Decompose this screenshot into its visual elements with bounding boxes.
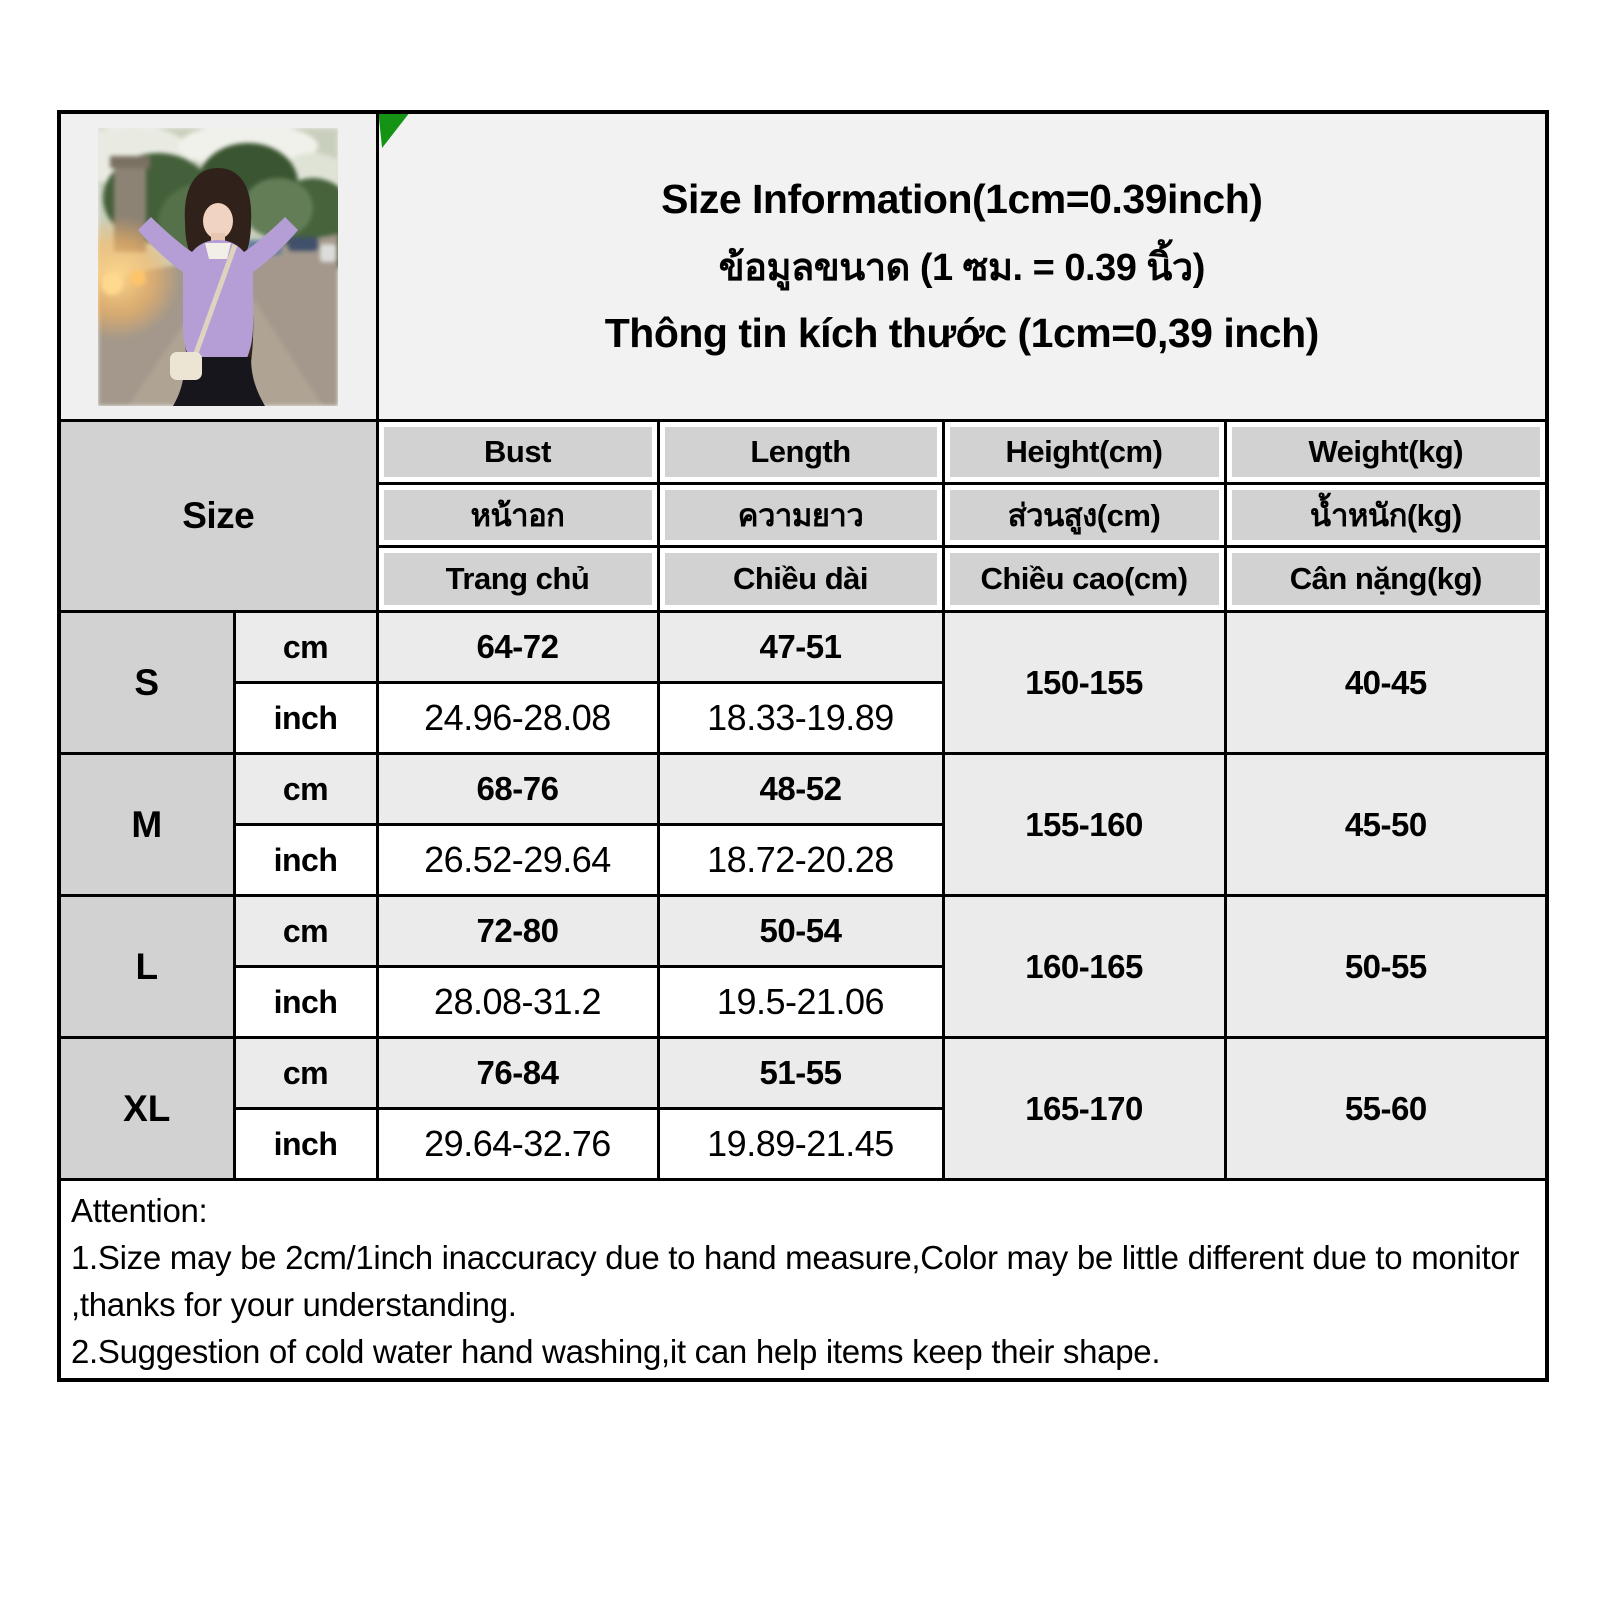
xl-bust-cm-cell: 76-84	[375, 1036, 660, 1110]
s-bust-cm-cell: 64-72	[375, 610, 660, 684]
l-length-cm-cell: 50-54	[656, 894, 945, 968]
length-header-en: Length	[656, 419, 945, 485]
title-cell: Size Information(1cm=0.39inch) ข้อมูลขนา…	[375, 110, 1549, 422]
xl-length-cm-cell: 51-55	[656, 1036, 945, 1110]
weight-header-vi: Cân nặng(kg)	[1223, 545, 1549, 613]
xl-bust-inch-cell: 29.64-32.76	[375, 1107, 660, 1181]
l-unit-inch-label: inch	[232, 965, 379, 1039]
m-weight-cell: 45-50	[1223, 752, 1549, 897]
size-l-label: L	[57, 894, 236, 1039]
title-english: Size Information(1cm=0.39inch)	[661, 176, 1263, 222]
l-height-cell: 160-165	[941, 894, 1227, 1039]
xl-height-cell: 165-170	[941, 1036, 1227, 1181]
product-photo	[98, 127, 339, 406]
title-block: Size Information(1cm=0.39inch) ข้อมูลขนา…	[380, 114, 1544, 418]
attention-item-2: 2.Suggestion of cold water hand washing,…	[71, 1333, 1161, 1370]
attention-heading: Attention:	[71, 1192, 208, 1229]
s-unit-inch-label: inch	[232, 681, 379, 755]
height-header-en: Height(cm)	[941, 419, 1227, 485]
weight-header-en: Weight(kg)	[1223, 419, 1549, 485]
m-length-cm-cell: 48-52	[656, 752, 945, 826]
size-column-header: Size	[57, 419, 379, 613]
height-header-th: ส่วนสูง(cm)	[941, 482, 1227, 548]
xl-unit-cm-label: cm	[232, 1036, 379, 1110]
s-height-cell: 150-155	[941, 610, 1227, 755]
m-height-cell: 155-160	[941, 752, 1227, 897]
l-bust-inch-cell: 28.08-31.2	[375, 965, 660, 1039]
size-m-label: M	[57, 752, 236, 897]
attention-section: Attention: 1.Size may be 2cm/1inch inacc…	[57, 1178, 1549, 1382]
s-weight-cell: 40-45	[1223, 610, 1549, 755]
m-length-inch-cell: 18.72-20.28	[656, 823, 945, 897]
size-chart-table: Size Information(1cm=0.39inch) ข้อมูลขนา…	[57, 110, 1550, 1382]
photo-cell	[57, 110, 379, 422]
s-bust-inch-cell: 24.96-28.08	[375, 681, 660, 755]
height-header-vi: Chiều cao(cm)	[941, 545, 1227, 613]
title-vietnamese: Thông tin kích thước (1cm=0,39 inch)	[604, 310, 1320, 356]
l-length-inch-cell: 19.5-21.06	[656, 965, 945, 1039]
l-weight-cell: 50-55	[1223, 894, 1549, 1039]
m-unit-cm-label: cm	[232, 752, 379, 826]
xl-length-inch-cell: 19.89-21.45	[656, 1107, 945, 1181]
s-unit-cm-label: cm	[232, 610, 379, 684]
m-bust-cm-cell: 68-76	[375, 752, 660, 826]
attention-item-1: 1.Size may be 2cm/1inch inaccuracy due t…	[71, 1239, 1520, 1323]
s-length-inch-cell: 18.33-19.89	[656, 681, 945, 755]
bust-header-vi: Trang chủ	[375, 545, 660, 613]
weight-header-th: น้ำหนัก(kg)	[1223, 482, 1549, 548]
model-figure	[138, 167, 299, 406]
size-xl-label: XL	[57, 1036, 236, 1181]
xl-unit-inch-label: inch	[232, 1107, 379, 1181]
xl-weight-cell: 55-60	[1223, 1036, 1549, 1181]
l-bust-cm-cell: 72-80	[375, 894, 660, 968]
s-length-cm-cell: 47-51	[656, 610, 945, 684]
bust-header-en: Bust	[375, 419, 660, 485]
title-thai: ข้อมูลขนาด (1 ซม. = 0.39 นิ้ว)	[718, 247, 1206, 289]
size-s-label: S	[57, 610, 236, 755]
length-header-th: ความยาว	[656, 482, 945, 548]
bust-header-th: หน้าอก	[375, 482, 660, 548]
l-unit-cm-label: cm	[232, 894, 379, 968]
m-unit-inch-label: inch	[232, 823, 379, 897]
length-header-vi: Chiều dài	[656, 545, 945, 613]
green-corner-marker-icon	[380, 114, 409, 148]
m-bust-inch-cell: 26.52-29.64	[375, 823, 660, 897]
